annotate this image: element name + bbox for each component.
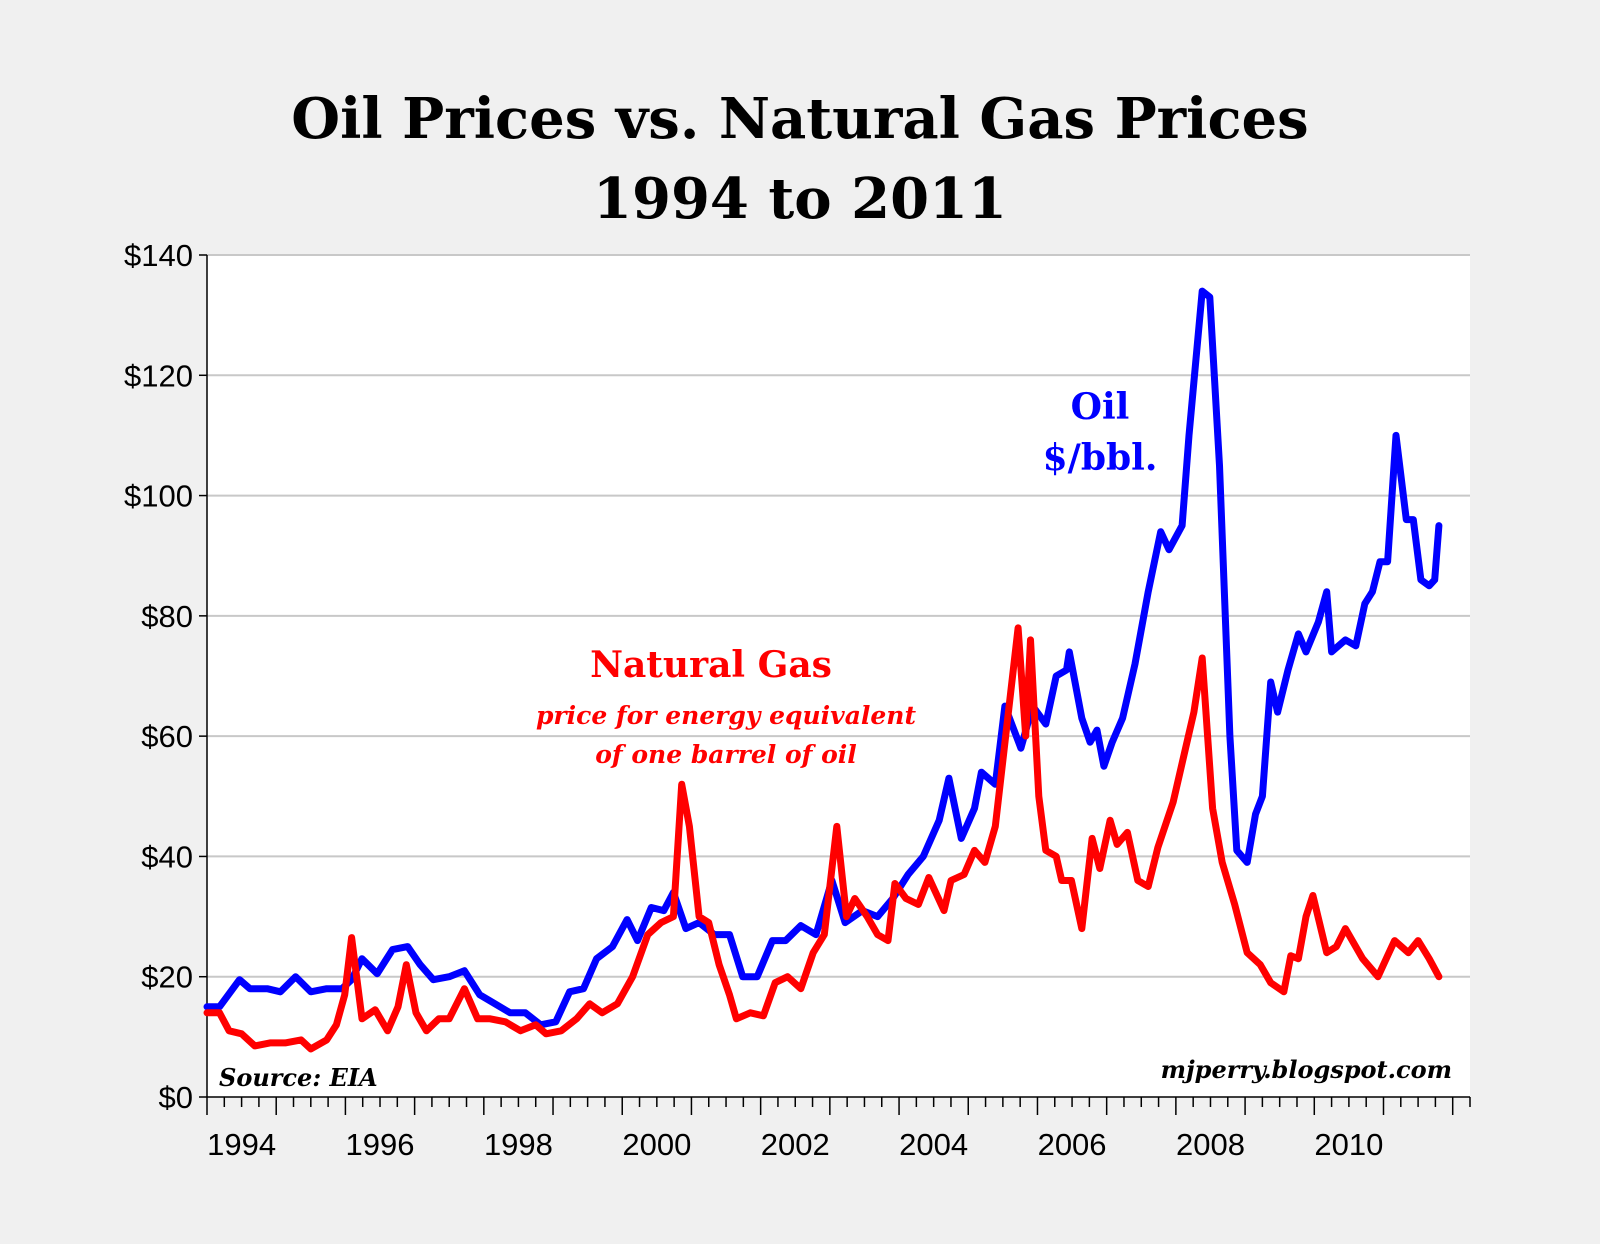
y-axis: $0 $20 $40 $60 $80 $100 $120 $140 <box>124 238 208 1115</box>
credit-note: mjperry.blogspot.com <box>1161 1055 1452 1084</box>
gas-price-line <box>203 624 1443 1053</box>
y-tick-label: $80 <box>141 599 193 634</box>
x-tick-label: 2004 <box>899 1127 968 1162</box>
series-lines <box>203 287 1443 1053</box>
x-axis: 1994 1996 1998 2000 2002 2004 2006 2008 2010 <box>206 1096 1471 1162</box>
chart-title: Oil Prices vs. Natural Gas Prices <box>291 86 1308 152</box>
gas-label: Natural Gas <box>590 644 832 686</box>
y-tick-label: $40 <box>141 839 193 874</box>
y-tick-label: $120 <box>124 358 193 393</box>
oil-price-line <box>203 287 1443 1029</box>
x-tick-label: 2008 <box>1176 1127 1245 1162</box>
y-tick-label: $100 <box>124 479 193 514</box>
source-note: Source: EIA <box>219 1063 378 1092</box>
y-tick-label: $20 <box>141 960 193 995</box>
y-tick-label: $60 <box>141 719 193 754</box>
x-tick-label: 2006 <box>1038 1127 1107 1162</box>
plot-area <box>207 255 1470 1097</box>
x-tick-label: 2000 <box>622 1127 691 1162</box>
gridlines <box>207 254 1470 978</box>
oil-label: Oil <box>1071 386 1130 428</box>
x-tick-label: 1998 <box>484 1127 553 1162</box>
x-tick-label: 1994 <box>207 1127 276 1162</box>
gas-note-line-2: of one barrel of oil <box>595 740 857 769</box>
chart-subtitle: 1994 to 2011 <box>593 166 1007 232</box>
x-tick-label: 2002 <box>761 1127 830 1162</box>
x-tick-label: 1996 <box>346 1127 415 1162</box>
y-tick-label: $0 <box>159 1080 193 1115</box>
y-tick-label: $140 <box>124 238 193 273</box>
oil-unit-label: $/bbl. <box>1043 437 1158 479</box>
x-tick-label: 2010 <box>1314 1127 1383 1162</box>
gas-note-line-1: price for energy equivalent <box>536 701 917 730</box>
